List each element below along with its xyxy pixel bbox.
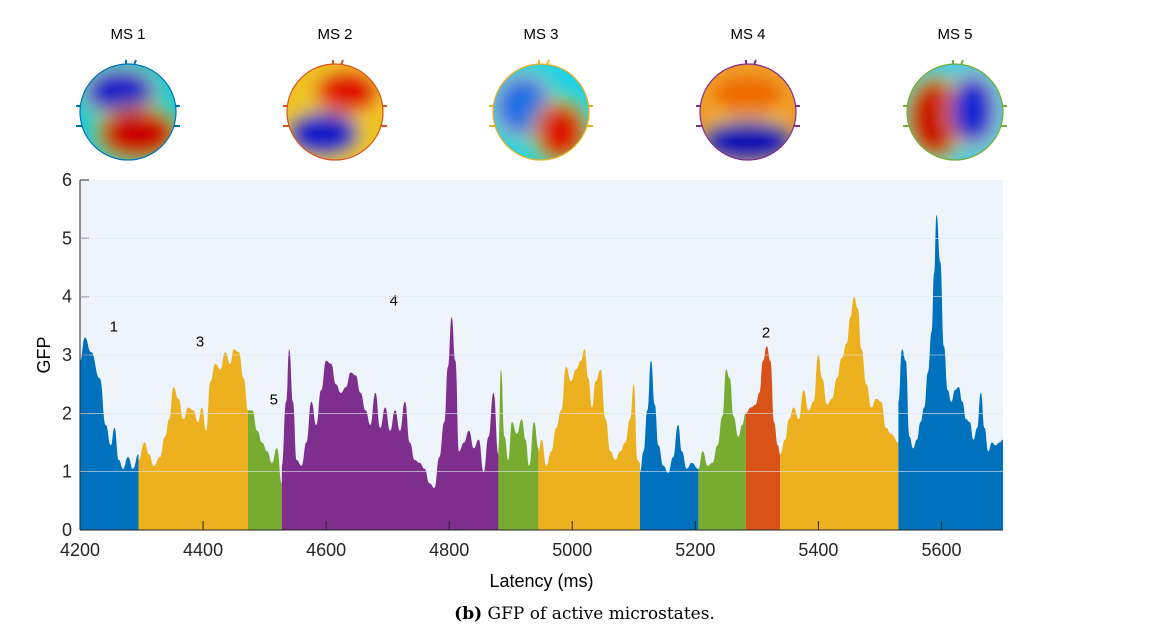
gfp-segment-ms5: [248, 410, 282, 530]
caption-prefix: (b): [454, 604, 483, 624]
x-axis-label: Latency (ms): [489, 571, 593, 591]
segment-labels: 1 3 5 4 2: [110, 292, 771, 408]
gfp-segment-ms3: [538, 349, 640, 530]
gfp-segment-ms5: [498, 369, 539, 530]
segment-label: 2: [762, 325, 770, 342]
topomap-ms3: MS 3: [489, 26, 593, 161]
x-tick-label: 4800: [429, 540, 469, 560]
x-tick-label: 5200: [675, 540, 715, 560]
topomap-outline: [79, 63, 177, 161]
topomap-field: [287, 64, 383, 160]
topomap-outline: [492, 63, 590, 161]
segment-label: 5: [270, 392, 278, 409]
segment-label: 3: [196, 333, 204, 350]
topomap-field: [700, 64, 796, 160]
y-tick-label: 0: [62, 520, 72, 540]
topomap-row: MS 1 MS 2 MS 3 MS 4 MS 5: [76, 26, 1007, 161]
topomap-ms2: MS 2: [283, 26, 387, 161]
caption-text: GFP of active microstates.: [487, 604, 715, 624]
segment-label: 4: [390, 292, 398, 309]
gfp-segment-ms3: [138, 349, 248, 530]
topomap-ms5: MS 5: [903, 26, 1007, 161]
y-tick-label: 5: [62, 228, 72, 248]
y-tick-label: 4: [62, 287, 72, 307]
x-tick-label: 5600: [921, 540, 961, 560]
topomap-title: MS 4: [730, 26, 765, 43]
topomap-field: [907, 64, 1003, 160]
y-tick-label: 2: [62, 403, 72, 423]
topomap-title: MS 5: [937, 26, 972, 43]
gfp-segment-ms5: [698, 369, 746, 530]
topomap-ms4: MS 4: [696, 26, 800, 161]
axes: 4200 4400 4600 4800 5000 5200 5400 5600 0 1 2 3 4 5 6: [60, 170, 1003, 560]
topomap-title: MS 3: [523, 26, 558, 43]
y-tick-label: 1: [62, 462, 72, 482]
topomap-outline: [286, 63, 384, 161]
gfp-segment-ms1: [898, 215, 1003, 530]
x-tick-label: 5400: [798, 540, 838, 560]
topomap-outline: [906, 63, 1004, 161]
y-tick-label: 6: [62, 170, 72, 190]
topomap-ms1: MS 1: [76, 26, 180, 161]
figure-caption: (b) GFP of active microstates.: [0, 604, 1169, 624]
x-tick-label: 4400: [183, 540, 223, 560]
y-tick-label: 3: [62, 345, 72, 365]
x-tick-label: 4600: [306, 540, 346, 560]
y-axis-label: GFP: [34, 336, 54, 373]
x-tick-label: 4200: [60, 540, 100, 560]
topomap-title: MS 1: [110, 26, 145, 43]
gfp-segment-ms1: [640, 360, 699, 530]
x-tick-label: 5000: [552, 540, 592, 560]
topomap-field: [493, 64, 589, 160]
segment-label: 1: [110, 319, 118, 336]
gfp-segment-ms1: [80, 337, 139, 530]
topomap-outline: [699, 63, 797, 161]
gfp-segment-ms4: [281, 317, 499, 530]
gfp-segment-ms2: [745, 346, 781, 530]
topomap-title: MS 2: [317, 26, 352, 43]
